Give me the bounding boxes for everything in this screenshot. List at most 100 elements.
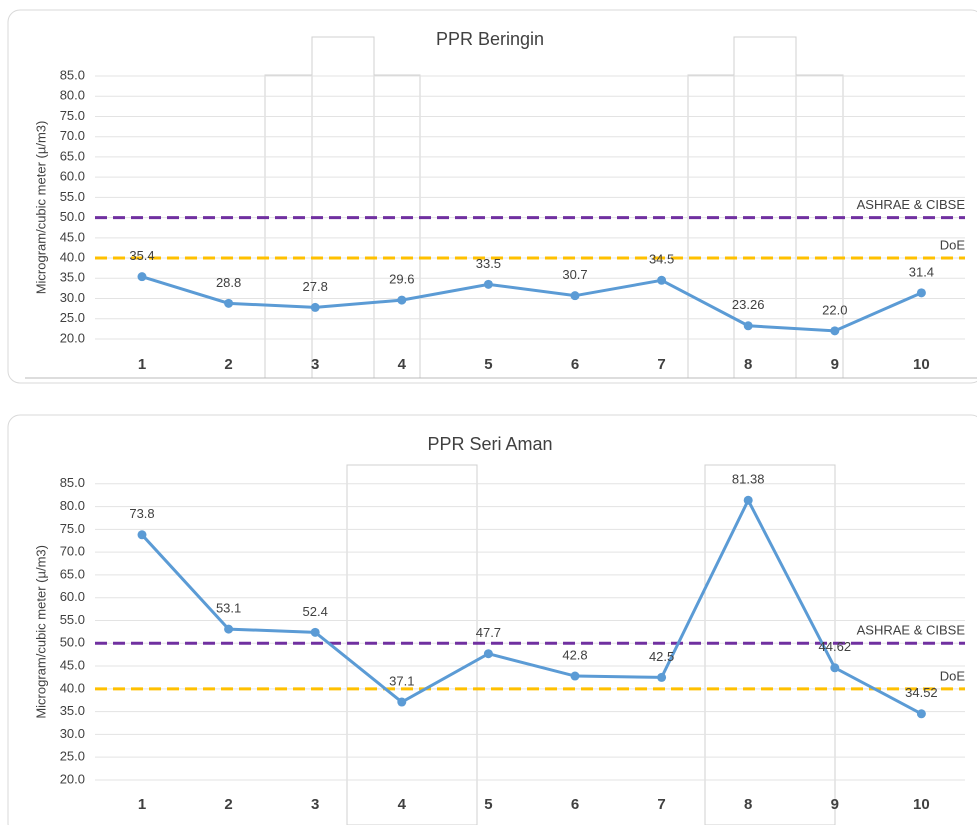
data-label: 33.5 (476, 256, 501, 271)
data-point (137, 530, 147, 540)
chart-title: PPR Seri Aman (427, 434, 552, 454)
data-label: 73.8 (129, 506, 154, 521)
x-tick-label: 1 (138, 356, 146, 373)
y-tick-label: 80.0 (60, 498, 85, 513)
data-label: 52.4 (303, 604, 328, 619)
y-tick-label: 30.0 (60, 726, 85, 741)
reference-label: ASHRAE & CIBSE (857, 623, 966, 638)
x-tick-label: 7 (657, 796, 665, 813)
data-label: 34.5 (649, 252, 674, 267)
data-label: 29.6 (389, 272, 414, 287)
y-tick-label: 55.0 (60, 612, 85, 627)
x-tick-label: 8 (744, 356, 752, 373)
data-label: 23.26 (732, 297, 765, 312)
x-tick-label: 8 (744, 796, 752, 813)
data-point (743, 321, 753, 331)
x-tick-label: 9 (831, 356, 839, 373)
y-tick-label: 55.0 (60, 189, 85, 204)
data-label: 37.1 (389, 673, 414, 688)
data-point (657, 672, 667, 682)
y-tick-label: 60.0 (60, 589, 85, 604)
x-tick-label: 7 (657, 356, 665, 373)
x-tick-label: 6 (571, 356, 579, 373)
x-tick-label: 3 (311, 356, 319, 373)
data-label: 30.7 (562, 267, 587, 282)
y-tick-label: 85.0 (60, 475, 85, 490)
x-tick-label: 10 (913, 796, 930, 813)
data-point (224, 624, 234, 634)
y-tick-label: 65.0 (60, 566, 85, 581)
data-point (830, 663, 840, 673)
data-label: 44.62 (819, 639, 852, 654)
data-label: 47.7 (476, 625, 501, 640)
data-label: 34.52 (905, 685, 938, 700)
data-label: 28.8 (216, 275, 241, 290)
y-tick-label: 35.0 (60, 270, 85, 285)
y-tick-label: 65.0 (60, 148, 85, 163)
y-tick-label: 45.0 (60, 229, 85, 244)
y-tick-label: 75.0 (60, 521, 85, 536)
x-tick-label: 6 (571, 796, 579, 813)
y-tick-label: 75.0 (60, 108, 85, 123)
y-axis-label: Microgram/cubic meter (µ/m3) (33, 121, 48, 295)
series-line (141, 275, 923, 333)
y-tick-label: 70.0 (60, 128, 85, 143)
data-point (916, 288, 926, 298)
data-label: 81.38 (732, 472, 765, 487)
y-tick-label: 40.0 (60, 249, 85, 264)
data-point (483, 279, 493, 289)
data-label: 53.1 (216, 601, 241, 616)
x-tick-label: 5 (484, 796, 492, 813)
y-tick-label: 20.0 (60, 330, 85, 345)
y-tick-label: 25.0 (60, 749, 85, 764)
y-tick-label: 70.0 (60, 544, 85, 559)
data-label: 27.8 (303, 279, 328, 294)
y-tick-label: 45.0 (60, 657, 85, 672)
x-tick-label: 9 (831, 796, 839, 813)
chart-title: PPR Beringin (436, 29, 544, 49)
y-tick-label: 40.0 (60, 680, 85, 695)
x-tick-label: 1 (138, 796, 146, 813)
y-tick-label: 30.0 (60, 290, 85, 305)
y-tick-label: 50.0 (60, 209, 85, 224)
data-point (483, 649, 493, 659)
buildings (25, 36, 977, 825)
data-label: 42.8 (562, 647, 587, 662)
data-point (397, 295, 407, 305)
y-tick-label: 60.0 (60, 169, 85, 184)
reference-label: ASHRAE & CIBSE (857, 197, 966, 212)
reference-label: DoE (940, 668, 966, 683)
data-point (830, 326, 840, 336)
x-tick-label: 4 (398, 796, 407, 813)
x-tick-label: 3 (311, 796, 319, 813)
data-point (137, 272, 147, 282)
x-tick-label: 4 (398, 356, 407, 373)
reference-label: DoE (940, 237, 966, 252)
x-tick-label: 5 (484, 356, 492, 373)
y-tick-label: 25.0 (60, 310, 85, 325)
data-point (310, 302, 320, 312)
data-point (397, 697, 407, 707)
x-tick-label: 2 (224, 356, 232, 373)
series-line (140, 496, 923, 716)
data-label: 31.4 (909, 264, 934, 279)
data-point (570, 671, 580, 681)
y-tick-label: 50.0 (60, 635, 85, 650)
data-label: 42.5 (649, 649, 674, 664)
data-point (743, 495, 753, 505)
data-label: 35.4 (129, 248, 154, 263)
x-tick-label: 2 (224, 796, 232, 813)
y-tick-label: 20.0 (60, 771, 85, 786)
x-tick-label: 10 (913, 356, 930, 373)
data-point (224, 298, 234, 308)
data-point (657, 275, 667, 285)
data-point (310, 627, 320, 637)
data-label: 22.0 (822, 302, 847, 317)
data-point (916, 709, 926, 719)
y-tick-label: 85.0 (60, 67, 85, 82)
y-axis-label: Microgram/cubic meter (µ/m3) (33, 545, 48, 719)
data-point (570, 291, 580, 301)
y-tick-label: 35.0 (60, 703, 85, 718)
y-tick-label: 80.0 (60, 88, 85, 103)
